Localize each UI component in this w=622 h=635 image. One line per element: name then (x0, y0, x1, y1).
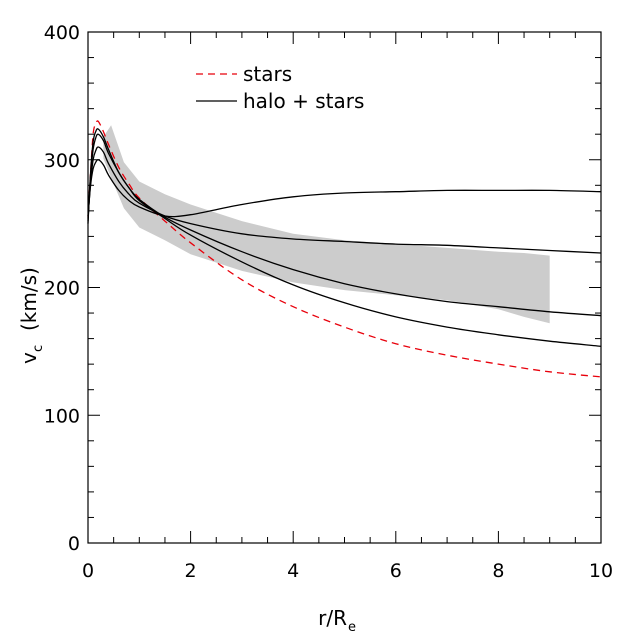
y-tick-label: 0 (68, 533, 80, 555)
shaded-uncertainty-band (103, 125, 550, 324)
y-tick-label: 100 (44, 405, 80, 427)
halo-stars-curve-line-4 (87, 159, 602, 218)
y-axis-label-units: (km/s) (17, 267, 41, 331)
legend-label-halo-stars: halo + stars (243, 89, 364, 113)
axes-frame-layer (87, 31, 602, 544)
y-tick-label: 300 (44, 150, 80, 172)
legend: stars halo + stars (196, 62, 364, 113)
y-axis-label-subscript: c (31, 345, 46, 352)
stars-curve-line (87, 120, 602, 378)
series-layer (87, 120, 602, 378)
y-axis-label-main: v (17, 352, 41, 364)
x-tick-label: 10 (589, 560, 613, 582)
x-tick-label: 4 (287, 560, 299, 582)
x-axis-label: r/R (318, 606, 347, 630)
legend-label-stars: stars (243, 62, 292, 86)
uncertainty-band-layer (103, 125, 550, 324)
x-axis-label-subscript: e (348, 620, 356, 635)
y-tick-label: 400 (44, 22, 80, 44)
y-tick-label: 200 (44, 278, 80, 300)
x-tick-label: 2 (185, 560, 197, 582)
x-tick-label: 6 (390, 560, 402, 582)
x-tick-label: 0 (82, 560, 94, 582)
halo-stars-curve-line-2 (87, 133, 602, 317)
y-axis-label: v c (km/s) (17, 267, 46, 364)
x-tick-label: 8 (492, 560, 504, 582)
halo-stars-curve-line-3 (87, 146, 602, 254)
